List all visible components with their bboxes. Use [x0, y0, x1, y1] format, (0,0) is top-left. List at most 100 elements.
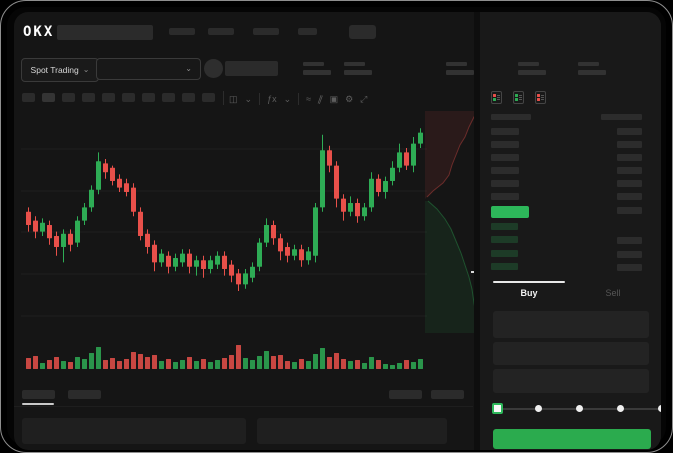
fullscreen-icon[interactable]: ⤢	[360, 93, 368, 104]
toolbar-button[interactable]	[22, 93, 35, 102]
candle-body	[271, 225, 276, 239]
volume-bar	[173, 362, 178, 369]
bottom-tab[interactable]	[68, 390, 101, 399]
candle-body	[264, 225, 269, 243]
candle-body	[236, 273, 241, 285]
volume-bar	[131, 352, 136, 369]
nav-button[interactable]	[349, 25, 376, 39]
tab-buy[interactable]: Buy	[520, 288, 538, 298]
toolbar-button[interactable]	[42, 93, 55, 102]
bid-price[interactable]	[491, 223, 518, 230]
indicators-fx-icon[interactable]: ƒx	[267, 94, 277, 104]
candlestick-chart[interactable]	[21, 111, 427, 335]
pair-dropdown[interactable]: ⌄	[96, 58, 201, 80]
candle-body	[278, 238, 283, 252]
candle-body	[390, 167, 395, 181]
divider	[298, 93, 300, 105]
toolbar-button[interactable]	[202, 93, 215, 102]
chevron-down-icon[interactable]: ⌄	[283, 93, 292, 104]
candle-body	[138, 211, 143, 236]
amount-input[interactable]	[493, 342, 649, 365]
toolbar-button[interactable]	[162, 93, 175, 102]
volume-bar	[341, 359, 346, 369]
candle-body	[33, 220, 38, 232]
camera-icon[interactable]: ▣	[329, 93, 339, 104]
tab-sell[interactable]: Sell	[605, 288, 621, 298]
volume-bar	[201, 359, 206, 369]
volume-bar	[257, 356, 262, 369]
candle-body	[47, 225, 52, 239]
volume-bar	[320, 348, 325, 369]
candle-body	[201, 260, 206, 269]
chevron-down-icon[interactable]: ⌄	[244, 93, 253, 104]
ask-price[interactable]	[491, 193, 519, 200]
price-input[interactable]	[493, 311, 649, 338]
nav-item[interactable]	[298, 28, 317, 35]
nav-item[interactable]	[208, 28, 234, 35]
volume-bar	[68, 362, 73, 369]
slider-stop[interactable]	[534, 405, 542, 412]
volume-bar	[292, 362, 297, 369]
ask-price[interactable]	[491, 154, 519, 161]
candle-body	[369, 178, 374, 208]
bottom-tab-active[interactable]	[22, 390, 55, 399]
candle-body	[376, 178, 381, 192]
book-asks-icon[interactable]	[535, 91, 546, 104]
bottom-action[interactable]	[431, 390, 464, 399]
total-input[interactable]	[493, 369, 649, 393]
coin-avatar[interactable]	[204, 59, 223, 78]
orderbook-header-price	[491, 114, 531, 120]
buy-submit-button[interactable]	[493, 429, 651, 449]
toolbar-button[interactable]	[62, 93, 75, 102]
book-combined-icon[interactable]	[491, 91, 502, 104]
bottom-action[interactable]	[389, 390, 422, 399]
ask-price[interactable]	[491, 141, 519, 148]
toolbar-button[interactable]	[102, 93, 115, 102]
bid-price[interactable]	[491, 250, 518, 257]
ticker-stat-label	[518, 62, 539, 66]
candle-body	[110, 167, 115, 181]
market-type-label: Spot Trading	[30, 65, 79, 75]
volume-bar	[418, 359, 423, 369]
market-type-selector[interactable]: Spot Trading ⌄	[21, 58, 99, 82]
settings-gear-icon[interactable]: ⚙	[345, 93, 354, 104]
toolbar-button[interactable]	[122, 93, 135, 102]
slider-stop[interactable]	[657, 405, 661, 412]
ask-amount	[617, 141, 642, 148]
depth-chart	[425, 111, 479, 333]
volume-bar	[278, 355, 283, 369]
ask-price[interactable]	[491, 180, 519, 187]
last-price-highlight[interactable]	[491, 206, 529, 218]
volume-bar	[355, 360, 360, 369]
toolbar-button[interactable]	[82, 93, 95, 102]
search-placeholder[interactable]	[57, 25, 153, 40]
bid-price[interactable]	[491, 263, 518, 270]
candle-body	[355, 203, 360, 217]
toolbar-button[interactable]	[142, 93, 155, 102]
slider-stop[interactable]	[616, 405, 624, 412]
candle-body	[292, 249, 297, 256]
volume-bar	[159, 361, 164, 369]
volume-bar	[194, 361, 199, 369]
slider-stop[interactable]	[575, 405, 583, 412]
candle-body	[75, 220, 80, 243]
book-bids-icon[interactable]	[513, 91, 524, 104]
volume-bar	[362, 363, 367, 369]
slider-handle[interactable]	[491, 403, 503, 414]
bid-price[interactable]	[491, 236, 518, 243]
toolbar-button[interactable]	[182, 93, 195, 102]
volume-bar	[124, 359, 129, 369]
nav-item[interactable]	[253, 28, 279, 35]
volume-bar	[369, 357, 374, 369]
buy-tab-indicator	[493, 281, 565, 283]
ask-price[interactable]	[491, 167, 519, 174]
ask-price[interactable]	[491, 128, 519, 135]
candle-body	[82, 207, 87, 221]
line-chart-icon[interactable]: ≈	[306, 94, 312, 104]
candle-body	[418, 132, 423, 144]
measure-icon[interactable]: ∥	[316, 93, 325, 104]
nav-item[interactable]	[169, 28, 195, 35]
volume-bar	[180, 360, 185, 369]
candlesticks-icon[interactable]: ◫	[229, 93, 238, 104]
candle-body	[124, 183, 129, 192]
